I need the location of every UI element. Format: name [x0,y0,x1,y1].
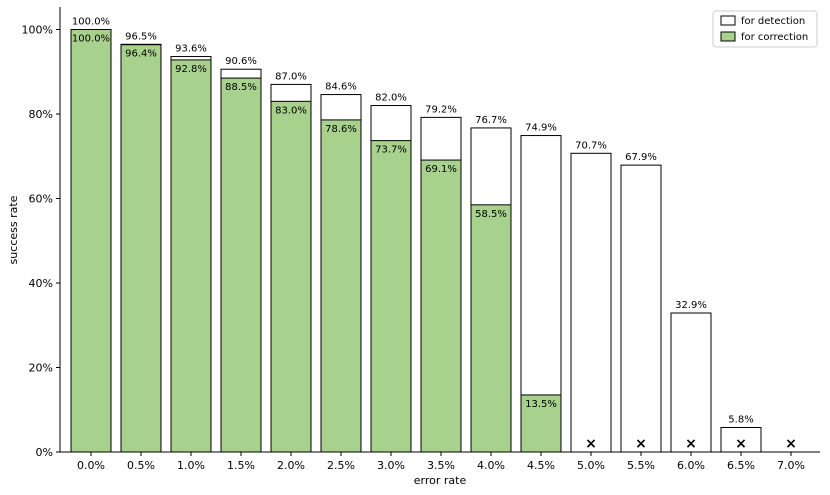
bar-label-correction: 96.4% [125,49,157,60]
x-tick-label: 4.5% [527,459,555,472]
x-tick-label: 1.5% [227,459,255,472]
bar-label-correction: 88.5% [225,82,257,93]
bar-detection [620,164,662,453]
bar-correction [470,204,512,453]
x-tick-label: 4.0% [477,459,505,472]
bar-label-detection: 76.7% [475,115,507,126]
bar-label-correction: 69.1% [425,164,457,175]
zero-marker: × [785,436,797,452]
x-axis-label: error rate [414,474,467,487]
y-tick-label: 80% [29,108,53,121]
bar-label-detection: 82.0% [375,93,407,104]
y-tick-label: 100% [22,24,53,37]
zero-marker: × [735,436,747,452]
x-tick-label: 2.5% [327,459,355,472]
bar-detection [720,426,762,453]
bar-label-correction: 92.8% [175,64,207,75]
x-tick-label: 0.5% [127,459,155,472]
bar-label-correction: 58.5% [475,209,507,220]
ticks-layer: 0.0% 0.5% 1.0% 1.5% 2.0% 2.5% 3.0% 3.5% 4.0% 4.5%… [22,24,805,473]
bar-detection [570,152,612,453]
legend-swatch-detection [720,15,736,26]
bar-detection [670,312,712,453]
x-tick-label: 2.0% [277,459,305,472]
bar-label-detection: 67.9% [625,152,657,163]
bar-correction [520,394,562,453]
zero-marker: × [635,436,647,452]
bar-label-detection: 84.6% [325,82,357,93]
y-tick-label: 20% [29,362,53,375]
bar-label-detection: 90.6% [225,56,257,67]
x-tick-label: 5.0% [577,459,605,472]
bar-correction [420,159,462,453]
bar-label-correction: 100.0% [72,34,110,45]
x-tick-label: 6.5% [727,459,755,472]
bar-label-detection: 74.9% [525,123,557,134]
bar-label-correction: 73.7% [375,145,407,156]
x-tick-label: 6.0% [677,459,705,472]
legend-swatch-correction [720,31,736,42]
bar-correction [270,100,312,453]
y-tick-label: 0% [36,446,53,459]
bar-label-correction: 78.6% [325,124,357,135]
x-tick-label: 3.5% [427,459,455,472]
x-tick-label: 3.0% [377,459,405,472]
bar-correction [220,77,262,453]
legend-label-correction: for correction [741,32,808,43]
bar-correction [170,59,212,453]
bar-correction [320,119,362,453]
bar-label-correction: 83.0% [275,105,307,116]
bar-label-detection: 93.6% [175,44,207,55]
bar-label-detection: 79.2% [425,104,457,115]
x-tick-label: 5.5% [627,459,655,472]
y-tick-label: 40% [29,277,53,290]
zero-marker: × [685,436,697,452]
bar-label-detection: 5.8% [728,414,753,425]
zero-marker: × [585,436,597,452]
bar-label-detection: 32.9% [675,300,707,311]
bar-label-detection: 87.0% [275,71,307,82]
bar-label-detection: 100.0% [72,17,110,28]
x-tick-label: 7.0% [777,459,805,472]
legend: for detection for correction [712,10,818,48]
bar-correction [370,140,412,453]
y-tick-label: 60% [29,193,53,206]
bar-label-correction: 13.5% [525,399,557,410]
bars-layer: 100.0% 100.0% 96.5% 96.4% 93.6% 92.8% 90.6% 88.… [70,17,797,453]
x-tick-label: 0.0% [77,459,105,472]
bar-correction [70,29,112,453]
axes-layer [59,7,820,453]
legend-label-detection: for detection [741,16,805,27]
y-axis-label: success rate [7,195,20,264]
x-tick-label: 1.0% [177,459,205,472]
legend-frame [712,10,818,48]
bar-correction [120,44,162,453]
bar-label-detection: 96.5% [125,31,157,42]
bar-label-detection: 70.7% [575,140,607,151]
